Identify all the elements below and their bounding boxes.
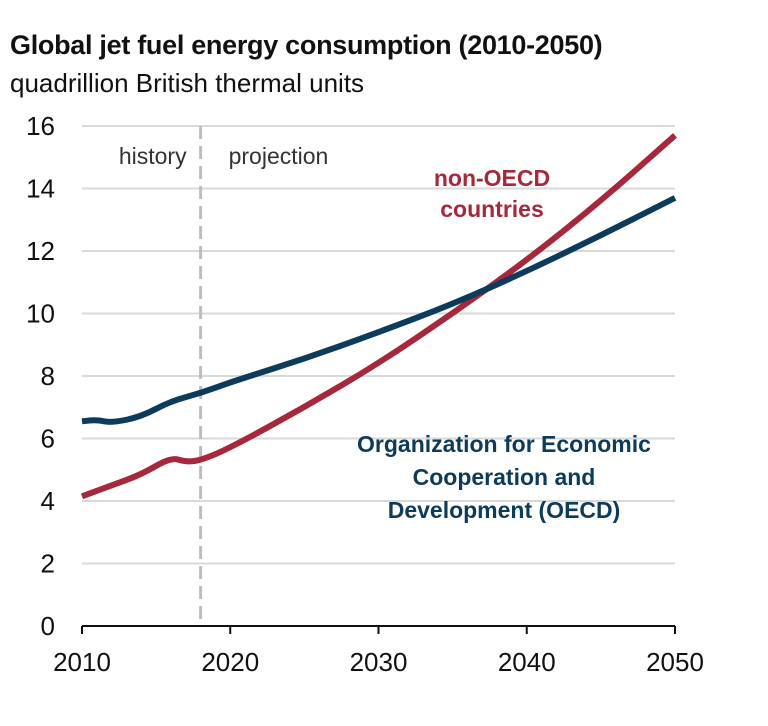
chart-subtitle: quadrillion British thermal units (10, 68, 365, 98)
y-tick-label: 4 (41, 486, 55, 516)
y-tick-label: 8 (41, 361, 55, 391)
chart-title: Global jet fuel energy consumption (2010… (10, 30, 603, 60)
y-tick-label: 12 (26, 236, 55, 266)
x-tick-label: 2010 (53, 647, 111, 677)
oecd-label: Organization for Economic (357, 431, 651, 457)
y-tick-label: 6 (41, 424, 55, 454)
non-oecd-label: non-OECD (434, 165, 550, 191)
oecd-label: Development (OECD) (388, 497, 621, 523)
x-tick-label: 2050 (646, 647, 704, 677)
oecd-label: Cooperation and (413, 464, 596, 490)
gridlines (82, 125, 675, 565)
history-label: history (119, 143, 187, 169)
y-tick-label: 10 (26, 299, 55, 329)
y-tick-label: 0 (41, 611, 55, 641)
non-oecd-label: countries (440, 196, 544, 222)
non-oecd-line (80, 133, 678, 500)
y-tick-label: 2 (41, 549, 55, 579)
x-tick-label: 2020 (201, 647, 259, 677)
projection-label: projection (229, 143, 329, 169)
oecd-line (81, 195, 677, 425)
series-lines (80, 133, 678, 500)
x-tick-label: 2030 (350, 647, 408, 677)
series-labels: non-OECD countries Organization for Econom… (357, 165, 651, 523)
y-tick-label: 16 (26, 111, 55, 141)
x-tick-label: 2040 (498, 647, 556, 677)
x-axis: 2010 2020 2030 2040 2050 (53, 625, 704, 677)
y-axis-ticks: 0 2 4 6 8 10 12 14 16 (26, 111, 55, 641)
y-tick-label: 14 (26, 174, 55, 204)
